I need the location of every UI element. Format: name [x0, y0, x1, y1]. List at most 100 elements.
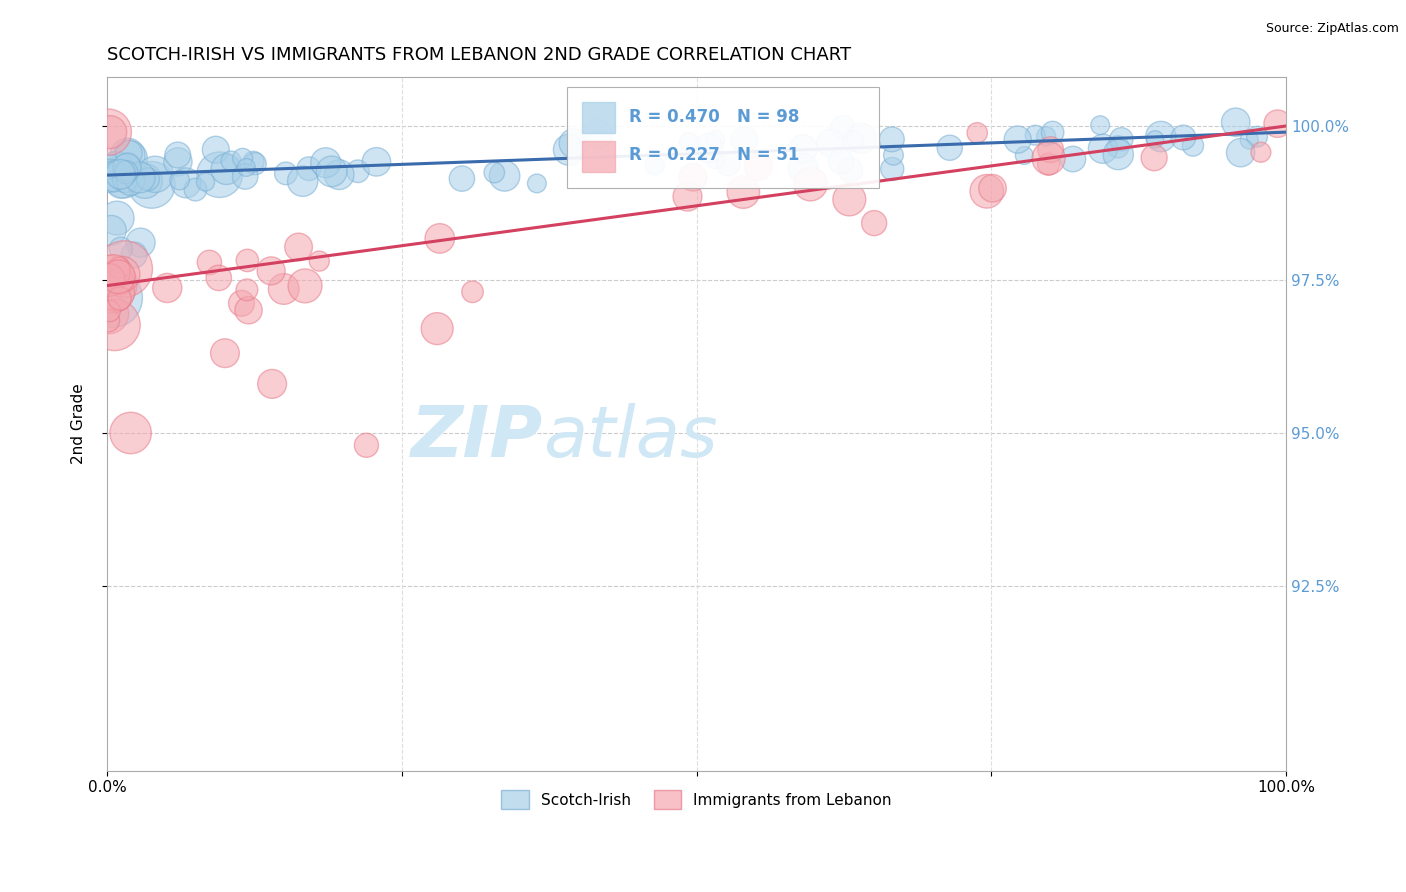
Point: [97, 313, 120, 327]
Point: [98, 125, 121, 139]
Point: [98, 169, 121, 183]
Point: [851, 131, 873, 145]
Point: [103, 264, 125, 278]
Point: [242, 155, 264, 169]
Point: [115, 161, 138, 175]
Point: [1150, 129, 1173, 144]
Text: Source: ZipAtlas.com: Source: ZipAtlas.com: [1265, 22, 1399, 36]
Text: atlas: atlas: [543, 403, 718, 472]
Point: [494, 169, 516, 183]
Point: [1035, 129, 1057, 144]
Point: [484, 165, 506, 179]
Point: [214, 346, 236, 360]
Point: [97, 273, 120, 287]
Point: [830, 154, 852, 169]
Point: [976, 184, 998, 198]
Point: [110, 167, 132, 181]
Point: [1042, 126, 1064, 140]
Point: [1014, 148, 1036, 162]
Point: [208, 271, 231, 285]
Point: [111, 268, 134, 282]
Point: [114, 163, 136, 178]
Point: [747, 160, 769, 174]
Point: [966, 126, 988, 140]
Point: [1038, 151, 1060, 165]
Point: [831, 120, 853, 135]
Point: [678, 135, 700, 149]
Point: [136, 172, 159, 186]
Point: [167, 154, 190, 169]
Point: [820, 136, 842, 150]
Point: [1225, 115, 1247, 129]
Point: [231, 296, 253, 310]
Point: [880, 132, 903, 146]
Point: [1246, 129, 1268, 144]
Point: [426, 321, 449, 335]
Point: [262, 376, 284, 391]
Text: SCOTCH-IRISH VS IMMIGRANTS FROM LEBANON 2ND GRADE CORRELATION CHART: SCOTCH-IRISH VS IMMIGRANTS FROM LEBANON …: [107, 46, 851, 64]
Point: [129, 235, 152, 250]
Point: [105, 211, 128, 226]
Point: [117, 148, 139, 162]
Point: [981, 181, 1004, 195]
Point: [97, 307, 120, 321]
Point: [842, 134, 865, 148]
Point: [118, 152, 141, 166]
Point: [219, 154, 242, 169]
Point: [101, 291, 124, 305]
Point: [792, 142, 814, 156]
Point: [1090, 118, 1112, 132]
Point: [117, 159, 139, 173]
Point: [107, 269, 129, 284]
Point: [347, 164, 370, 178]
Point: [233, 169, 256, 184]
Point: [562, 136, 585, 151]
Point: [100, 223, 122, 237]
Point: [1173, 130, 1195, 145]
Point: [1091, 142, 1114, 156]
Point: [184, 183, 207, 197]
Point: [328, 168, 350, 182]
Point: [1181, 138, 1204, 153]
Point: [174, 176, 197, 190]
Point: [799, 177, 821, 191]
Point: [863, 216, 886, 230]
Point: [451, 171, 474, 186]
Point: [104, 161, 127, 176]
Point: [1237, 133, 1260, 147]
Point: [1111, 132, 1133, 146]
Point: [792, 161, 814, 175]
Point: [1024, 128, 1046, 143]
Point: [294, 278, 316, 293]
Point: [114, 173, 136, 187]
Point: [103, 272, 125, 286]
Point: [112, 169, 135, 184]
Point: [238, 303, 260, 318]
Point: [717, 157, 740, 171]
Point: [103, 318, 125, 332]
Point: [156, 281, 179, 295]
Text: R = 0.470   N = 98: R = 0.470 N = 98: [630, 108, 800, 126]
Point: [839, 163, 862, 178]
Point: [98, 304, 121, 318]
Point: [882, 148, 904, 162]
Bar: [582, 141, 616, 172]
Point: [1229, 145, 1251, 160]
Point: [128, 170, 150, 185]
Point: [298, 161, 321, 176]
Point: [110, 242, 132, 256]
Point: [733, 185, 755, 199]
Point: [1039, 143, 1062, 157]
Point: [194, 175, 217, 189]
Point: [134, 174, 156, 188]
Point: [103, 285, 125, 299]
Point: [274, 166, 297, 180]
Point: [97, 125, 120, 139]
Point: [939, 141, 962, 155]
Point: [236, 253, 259, 268]
Point: [704, 132, 727, 146]
Point: [1107, 140, 1129, 154]
Point: [120, 174, 142, 188]
Point: [704, 153, 727, 167]
Point: [1267, 117, 1289, 131]
